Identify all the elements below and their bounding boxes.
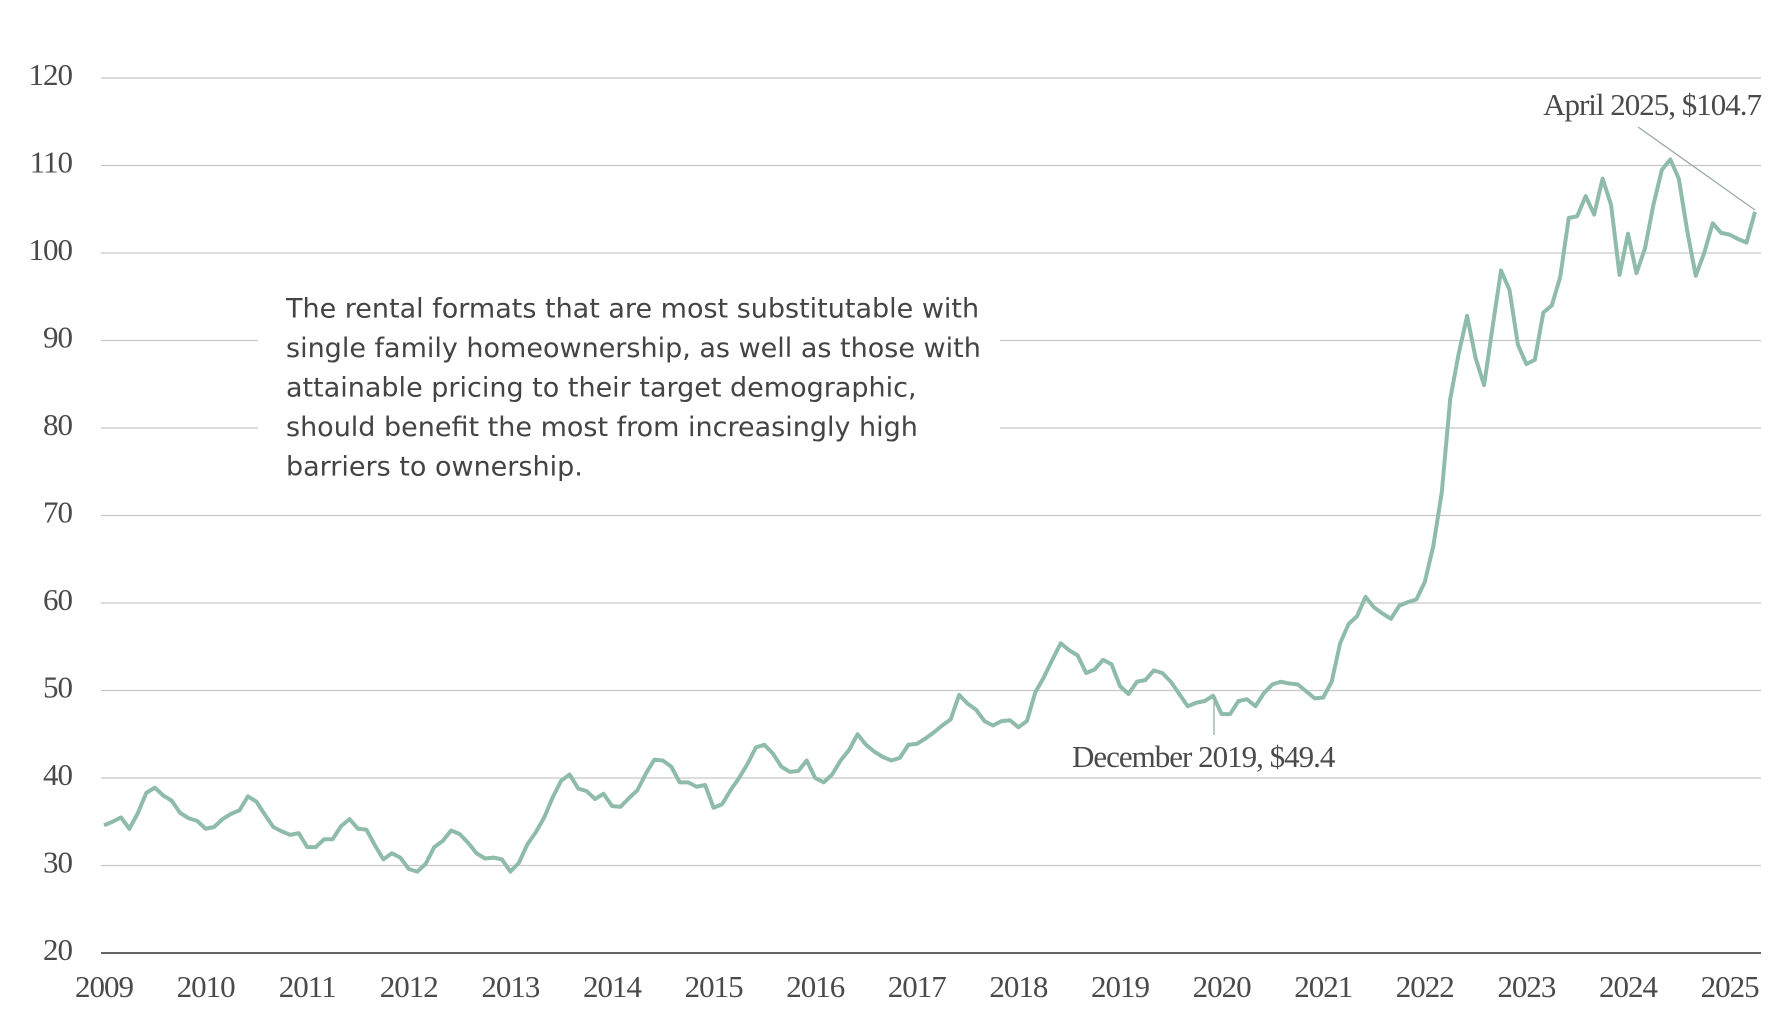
note-text: should benefit the most from increasingl… (286, 412, 918, 443)
plot (103, 157, 1757, 874)
x-tick-label: 2018 (989, 969, 1048, 1004)
y-tick-label: 120 (29, 57, 73, 92)
annotation: December 2019, $49.4 (1072, 739, 1336, 774)
x-tick-label: 2025 (1701, 969, 1760, 1004)
note-text: The rental formats that are most substit… (285, 294, 979, 325)
x-tick-label: 2021 (1294, 969, 1352, 1004)
annotation-leader (1637, 126, 1756, 211)
x-tick-label: 2014 (583, 969, 643, 1004)
y-tick-label: 80 (43, 407, 73, 442)
y-tick-label: 20 (43, 932, 73, 967)
x-tick-label: 2012 (380, 969, 438, 1004)
x-tick-label: 2010 (177, 969, 236, 1004)
x-tick-label: 2016 (786, 969, 845, 1004)
note-text: attainable pricing to their target demog… (286, 373, 917, 404)
y-tick-label: 60 (43, 582, 73, 617)
x-tick-label: 2023 (1497, 969, 1556, 1004)
y-tick-label: 100 (29, 232, 73, 267)
data-line (103, 157, 1757, 874)
note-text: barriers to ownership. (286, 452, 583, 483)
y-tick-label: 50 (43, 670, 73, 705)
x-tick-label: 2020 (1193, 969, 1252, 1004)
x-tick-label: 2013 (481, 969, 540, 1004)
note-text: single family homeownership, as well as … (286, 333, 981, 364)
x-tick-label: 2024 (1599, 969, 1659, 1004)
note-background (258, 285, 1000, 497)
x-tick-label: 2017 (888, 969, 947, 1004)
x-tick-label: 2011 (279, 969, 336, 1004)
y-tick-label: 30 (43, 845, 73, 880)
y-tick-label: 40 (43, 757, 73, 792)
x-tick-label: 2022 (1396, 969, 1454, 1004)
annotation: April 2025, $104.7 (1543, 87, 1761, 122)
x-tick-label: 2019 (1091, 969, 1150, 1004)
x-tick-label: 2009 (75, 969, 134, 1004)
y-tick-label: 90 (43, 320, 73, 355)
x-tick-label: 2015 (685, 969, 744, 1004)
y-tick-label: 110 (30, 145, 73, 180)
y-tick-label: 70 (43, 495, 73, 530)
